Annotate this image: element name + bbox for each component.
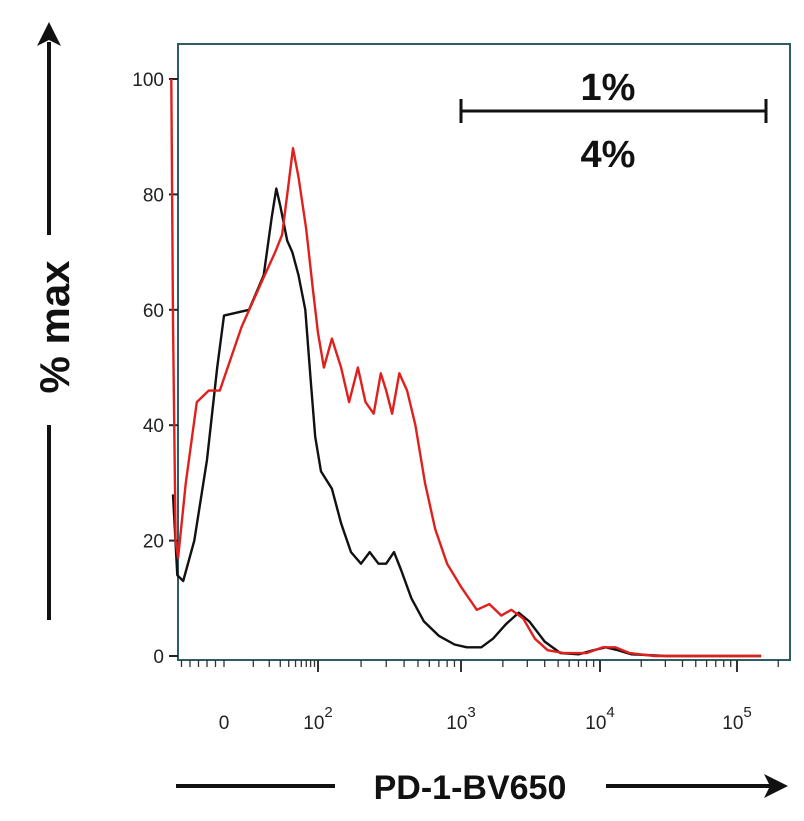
x-tick-exponent: 2 <box>324 704 332 721</box>
x-tick-exponent: 4 <box>606 704 614 721</box>
series-line-1 <box>170 78 762 658</box>
axis-arrows <box>37 22 788 798</box>
x-tick-exponent: 5 <box>743 704 751 721</box>
x-tick-base: 0 <box>219 713 230 734</box>
x-tick-label: 105 <box>722 704 751 734</box>
y-tick-label: 100 <box>132 70 164 91</box>
y-axis-title: % max <box>31 260 78 394</box>
y-tick-label: 0 <box>153 647 164 668</box>
gate-bottom-label: 4% <box>581 134 636 176</box>
x-tick-base: 10 <box>446 713 467 734</box>
series-line-0 <box>171 187 762 658</box>
x-tick-base: 10 <box>303 713 324 734</box>
y-tick-label: 40 <box>143 416 164 437</box>
x-arrow-head <box>764 774 788 798</box>
x-tick-label: 104 <box>585 704 614 734</box>
x-tick-exponent: 3 <box>467 704 475 721</box>
y-tick-label: 80 <box>143 185 164 206</box>
x-tick-label: 102 <box>303 704 332 734</box>
y-tick-label: 20 <box>143 532 164 553</box>
gate-top-label: 1% <box>581 67 636 109</box>
y-arrow-head <box>37 22 61 46</box>
series-layer <box>170 78 762 658</box>
gate-annotation: 1% 4% <box>459 67 768 176</box>
x-tick-base: 10 <box>722 713 743 734</box>
y-axis-ticks: 0 20 40 60 80 100 <box>132 70 178 668</box>
x-tick-label: 103 <box>446 704 475 734</box>
x-axis-title: PD-1-BV650 <box>374 769 567 807</box>
plot-frame <box>177 43 791 661</box>
y-tick-label: 60 <box>143 301 164 322</box>
x-tick-base: 10 <box>585 713 606 734</box>
x-tick-label: 0 <box>219 713 230 734</box>
